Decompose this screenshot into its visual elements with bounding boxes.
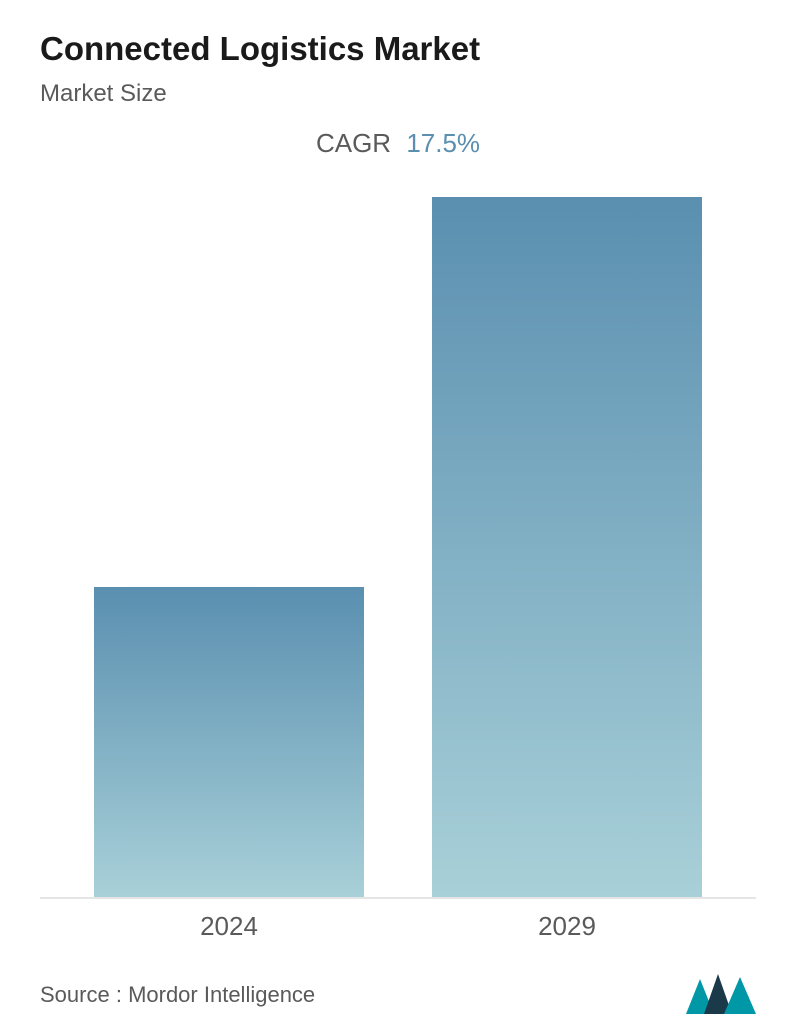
chart-subtitle: Market Size (40, 80, 756, 108)
mordor-logo-icon (686, 974, 756, 1014)
cagr-line: CAGR 17.5% (40, 128, 756, 159)
bar-label-0: 2024 (200, 911, 258, 942)
source-line: Source : Mordor Intelligence (40, 982, 315, 1008)
cagr-value: 17.5% (406, 128, 480, 158)
bar-group-0: 2024 (94, 587, 364, 897)
chart-title: Connected Logistics Market (40, 30, 756, 68)
source-name: Mordor Intelligence (128, 982, 315, 1007)
logo-triangle-3 (724, 977, 756, 1014)
cagr-label: CAGR (316, 128, 391, 158)
chart-container: Connected Logistics Market Market Size C… (0, 0, 796, 1034)
bar-label-1: 2029 (538, 911, 596, 942)
bar-1 (432, 197, 702, 897)
bar-group-1: 2029 (432, 197, 702, 897)
chart-area: 2024 2029 (40, 179, 756, 899)
bar-0 (94, 587, 364, 897)
source-label: Source : (40, 982, 122, 1007)
